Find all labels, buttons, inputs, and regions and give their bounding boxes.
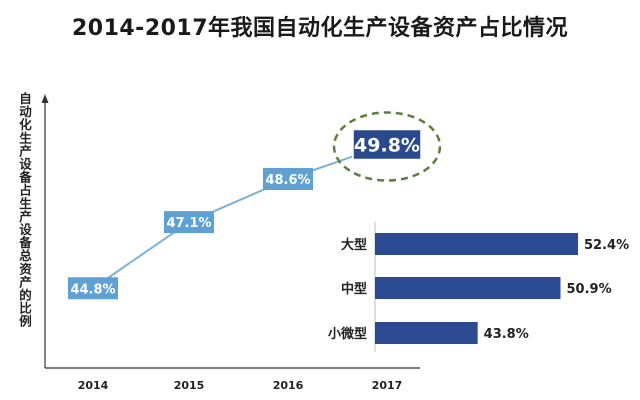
x-tick-label-2014: 2014 — [78, 379, 109, 392]
data-label-box — [352, 128, 422, 161]
y-axis-label: 自动化生产设备占生产设备总资产的比例 — [17, 92, 32, 328]
bar-value-label: 43.8% — [484, 327, 529, 342]
bar-value-label: 52.4% — [584, 238, 629, 253]
bar-category-label: 大型 — [341, 237, 367, 253]
data-label: 49.8% — [354, 135, 420, 157]
bar-大型 — [375, 233, 578, 255]
data-label-box — [263, 168, 313, 190]
data-label-box — [164, 211, 214, 234]
series-line — [92, 143, 388, 290]
highlight-ellipse — [332, 111, 442, 182]
data-label: 48.6% — [265, 173, 310, 188]
data-label: 44.8% — [70, 282, 115, 297]
x-tick-label-2017: 2017 — [372, 379, 403, 392]
x-tick-label-2016: 2016 — [273, 379, 304, 392]
bar-小微型 — [375, 322, 478, 344]
x-tick-label-2015: 2015 — [174, 379, 205, 392]
bar-中型 — [375, 277, 561, 299]
point-label-2015: 47.1% — [164, 211, 214, 234]
point-label-2017: 49.8% — [352, 128, 422, 161]
point-label-2014: 44.8% — [68, 277, 118, 300]
point-label-2016: 48.6% — [263, 168, 313, 190]
chart-title: 2014-2017年我国自动化生产设备资产占比情况 — [71, 16, 569, 41]
bar-category-label: 小微型 — [328, 326, 367, 342]
y-axis-arrow — [41, 94, 49, 103]
data-label: 47.1% — [166, 216, 211, 231]
data-label-box — [68, 277, 118, 300]
bar-category-label: 中型 — [341, 281, 367, 297]
bar-value-label: 50.9% — [567, 282, 612, 297]
